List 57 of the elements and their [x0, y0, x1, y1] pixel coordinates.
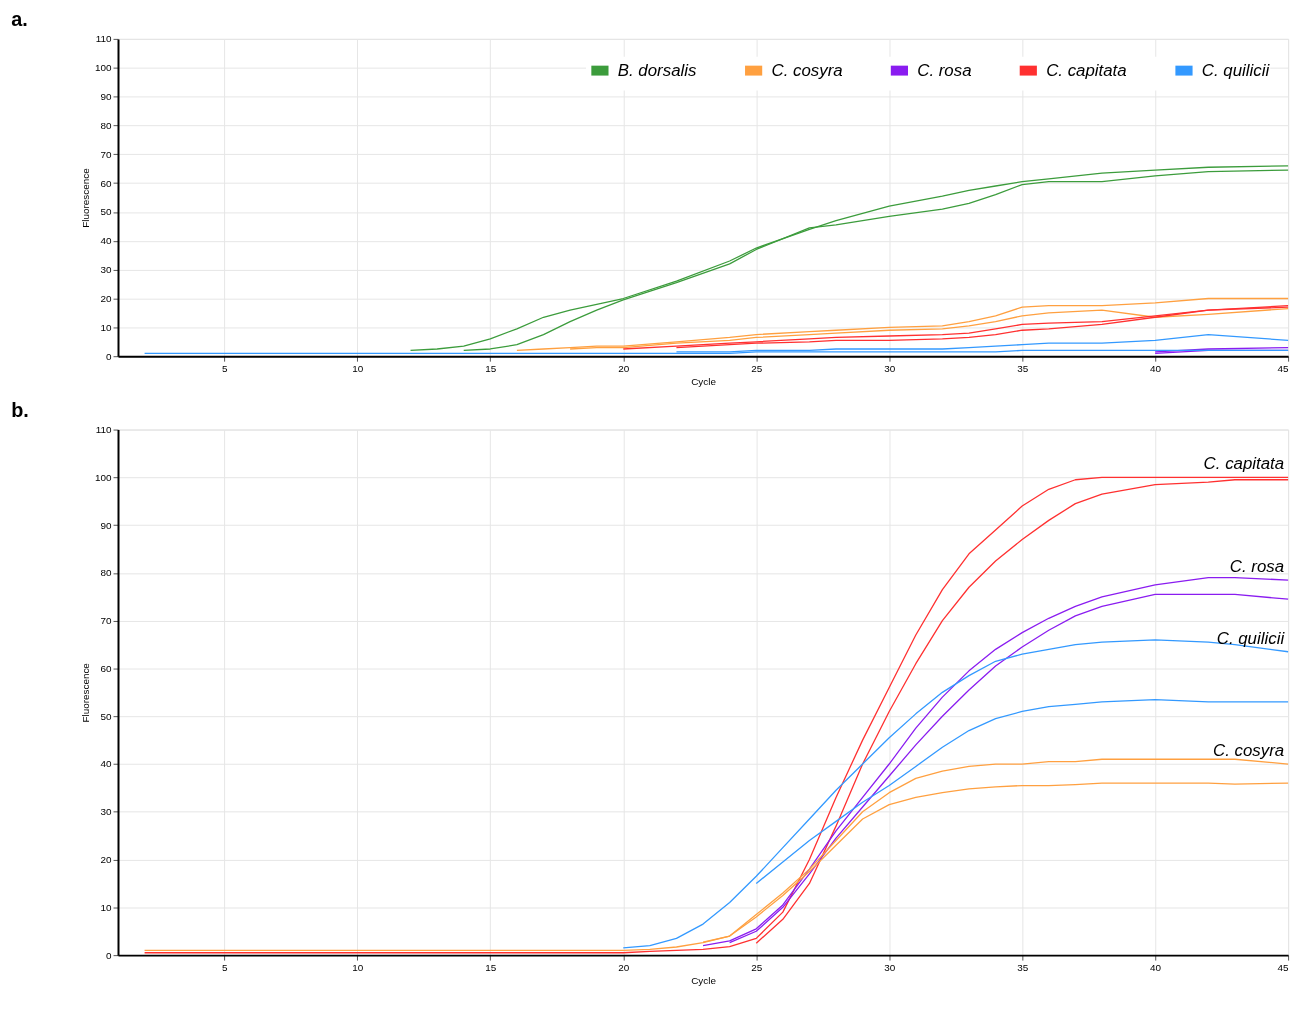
chart-title: b.	[11, 398, 29, 421]
chart-title: a.	[11, 7, 28, 30]
x-tick-label: 45	[1277, 961, 1290, 973]
x-tick-label: 20	[618, 362, 630, 374]
x-tick-label: 40	[1150, 961, 1162, 973]
x-tick-label: 25	[751, 961, 763, 973]
y-axis-title: Fluorescence	[80, 167, 92, 228]
x-tick-label: 30	[884, 961, 896, 973]
x-axis-title: Cycle	[691, 975, 717, 987]
series-label: C. capitata	[1203, 454, 1285, 474]
x-tick-label: 10	[352, 362, 364, 374]
x-tick-label: 10	[352, 961, 364, 973]
series-label: C. rosa	[1229, 557, 1285, 577]
y-tick-label: 20	[100, 292, 113, 304]
x-tick-label: 35	[1017, 362, 1029, 374]
y-tick-label: 10	[100, 321, 113, 333]
series-label: C. quilicii	[1216, 628, 1286, 648]
y-tick-label: 0	[106, 949, 113, 961]
x-tick-label: 15	[485, 362, 497, 374]
y-tick-label: 0	[106, 350, 113, 362]
x-tick-label: 5	[222, 362, 229, 374]
y-tick-label: 100	[95, 471, 113, 483]
y-axis-title: Fluorescence	[80, 662, 92, 723]
y-tick-label: 90	[100, 91, 113, 103]
legend-label: B. dorsalis	[617, 60, 697, 80]
x-tick-label: 30	[884, 362, 896, 374]
y-tick-label: 90	[100, 519, 113, 531]
x-tick-label: 35	[1017, 961, 1029, 973]
x-tick-label: 45	[1277, 362, 1290, 374]
x-tick-label: 25	[751, 362, 763, 374]
y-tick-label: 80	[100, 567, 113, 579]
y-tick-label: 50	[100, 710, 113, 722]
y-tick-label: 80	[100, 119, 113, 131]
y-tick-label: 10	[100, 901, 113, 913]
y-tick-label: 20	[100, 854, 113, 866]
y-tick-label: 70	[100, 148, 113, 160]
y-tick-label: 110	[95, 424, 113, 436]
x-tick-label: 20	[618, 961, 630, 973]
x-axis-title: Cycle	[691, 376, 717, 388]
legend-label: C. cosyra	[771, 60, 843, 80]
y-tick-label: 70	[100, 615, 113, 627]
y-tick-label: 110	[95, 33, 113, 45]
legend-label: C. capitata	[1046, 60, 1127, 80]
y-tick-label: 60	[100, 662, 113, 674]
y-tick-label: 60	[100, 177, 113, 189]
y-tick-label: 40	[100, 235, 113, 247]
x-tick-label: 15	[485, 961, 497, 973]
legend-label: C. rosa	[917, 60, 972, 80]
x-tick-label: 40	[1150, 362, 1162, 374]
series-label: C. cosyra	[1212, 741, 1285, 761]
y-tick-label: 40	[100, 758, 113, 770]
y-tick-label: 100	[95, 62, 113, 74]
y-tick-label: 30	[100, 806, 113, 818]
y-tick-label: 50	[100, 206, 113, 218]
y-tick-label: 30	[100, 264, 113, 276]
legend-label: C. quilicii	[1201, 60, 1271, 80]
x-tick-label: 5	[222, 961, 229, 973]
